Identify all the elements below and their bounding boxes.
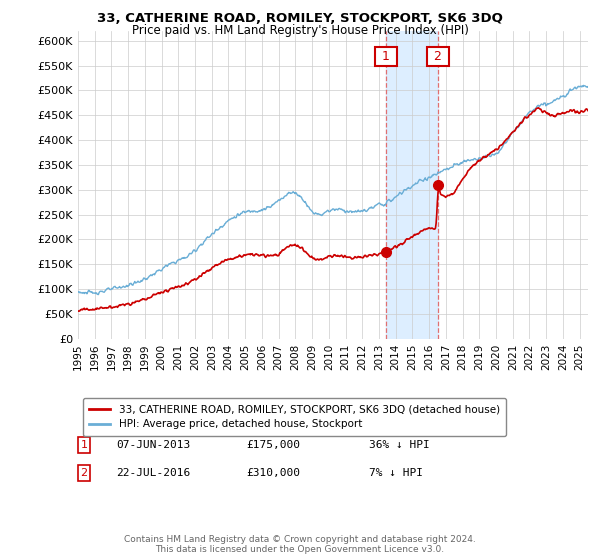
- Text: Price paid vs. HM Land Registry's House Price Index (HPI): Price paid vs. HM Land Registry's House …: [131, 24, 469, 36]
- Text: 1: 1: [80, 440, 88, 450]
- Legend: 33, CATHERINE ROAD, ROMILEY, STOCKPORT, SK6 3DQ (detached house), HPI: Average p: 33, CATHERINE ROAD, ROMILEY, STOCKPORT, …: [83, 398, 506, 436]
- Text: 22-JUL-2016: 22-JUL-2016: [116, 468, 191, 478]
- Text: 7% ↓ HPI: 7% ↓ HPI: [368, 468, 422, 478]
- Text: 1: 1: [379, 50, 394, 63]
- Text: 2: 2: [430, 50, 446, 63]
- Text: 2: 2: [80, 468, 88, 478]
- Text: £310,000: £310,000: [247, 468, 301, 478]
- Text: 36% ↓ HPI: 36% ↓ HPI: [368, 440, 430, 450]
- Text: 33, CATHERINE ROAD, ROMILEY, STOCKPORT, SK6 3DQ: 33, CATHERINE ROAD, ROMILEY, STOCKPORT, …: [97, 12, 503, 25]
- Text: Contains HM Land Registry data © Crown copyright and database right 2024.
This d: Contains HM Land Registry data © Crown c…: [124, 535, 476, 554]
- Text: 07-JUN-2013: 07-JUN-2013: [116, 440, 191, 450]
- Text: £175,000: £175,000: [247, 440, 301, 450]
- Bar: [386, 31, 439, 339]
